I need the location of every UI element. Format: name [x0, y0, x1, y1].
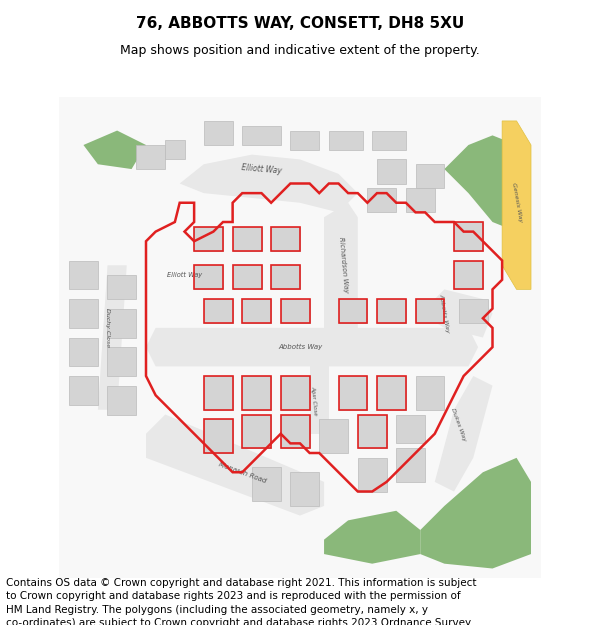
Polygon shape	[415, 376, 445, 410]
Polygon shape	[454, 261, 483, 289]
Polygon shape	[324, 202, 358, 352]
Polygon shape	[338, 376, 367, 410]
Text: Agar Close: Agar Close	[311, 385, 318, 415]
Polygon shape	[415, 164, 445, 188]
Polygon shape	[69, 299, 98, 328]
Polygon shape	[83, 131, 146, 169]
Polygon shape	[396, 448, 425, 482]
Polygon shape	[69, 261, 98, 289]
Polygon shape	[107, 275, 136, 299]
Polygon shape	[271, 265, 300, 289]
Polygon shape	[204, 121, 233, 145]
Polygon shape	[290, 472, 319, 506]
Polygon shape	[338, 299, 367, 323]
Polygon shape	[290, 131, 319, 150]
Polygon shape	[242, 299, 271, 323]
Polygon shape	[179, 154, 358, 212]
Polygon shape	[194, 227, 223, 251]
Polygon shape	[252, 468, 281, 501]
Polygon shape	[396, 414, 425, 443]
Polygon shape	[69, 376, 98, 405]
Polygon shape	[459, 299, 488, 323]
Polygon shape	[233, 227, 262, 251]
Text: Duchy Close: Duchy Close	[105, 308, 110, 348]
Text: Contains OS data © Crown copyright and database right 2021. This information is : Contains OS data © Crown copyright and d…	[6, 578, 476, 625]
Polygon shape	[107, 386, 136, 414]
Polygon shape	[367, 188, 396, 213]
Polygon shape	[204, 419, 233, 453]
Polygon shape	[281, 376, 310, 410]
Text: Map shows position and indicative extent of the property.: Map shows position and indicative extent…	[120, 44, 480, 57]
Polygon shape	[242, 414, 271, 448]
Polygon shape	[107, 347, 136, 376]
Polygon shape	[358, 414, 386, 448]
Polygon shape	[329, 131, 362, 150]
Polygon shape	[107, 309, 136, 338]
Polygon shape	[421, 458, 531, 569]
Text: Abbotts Way: Abbotts Way	[439, 293, 450, 334]
Polygon shape	[406, 188, 435, 213]
Polygon shape	[377, 299, 406, 323]
Polygon shape	[204, 376, 233, 410]
Polygon shape	[59, 97, 541, 578]
Polygon shape	[204, 299, 233, 323]
Polygon shape	[310, 366, 329, 434]
Polygon shape	[242, 126, 281, 145]
Polygon shape	[271, 227, 300, 251]
Text: Elliott Way: Elliott Way	[241, 163, 282, 175]
Polygon shape	[454, 222, 483, 251]
Text: Abbotts Way: Abbotts Way	[278, 344, 322, 350]
Polygon shape	[98, 265, 127, 410]
Text: Genesis Way: Genesis Way	[511, 182, 523, 223]
Polygon shape	[69, 338, 98, 366]
Polygon shape	[324, 511, 421, 564]
Polygon shape	[421, 289, 493, 338]
Polygon shape	[377, 376, 406, 410]
Text: Monarch Road: Monarch Road	[218, 461, 267, 484]
Polygon shape	[502, 121, 531, 289]
Polygon shape	[136, 145, 165, 169]
Polygon shape	[372, 131, 406, 150]
Polygon shape	[146, 328, 478, 366]
Polygon shape	[194, 265, 223, 289]
Polygon shape	[281, 414, 310, 448]
Text: Elliott Way: Elliott Way	[167, 272, 202, 278]
Polygon shape	[165, 140, 185, 159]
Polygon shape	[233, 265, 262, 289]
Polygon shape	[319, 419, 348, 453]
Text: 76, ABBOTTS WAY, CONSETT, DH8 5XU: 76, ABBOTTS WAY, CONSETT, DH8 5XU	[136, 16, 464, 31]
Polygon shape	[415, 299, 445, 323]
Text: Richardson Way: Richardson Way	[338, 237, 349, 294]
Polygon shape	[242, 376, 271, 410]
Polygon shape	[146, 414, 324, 516]
Text: Dukes Way: Dukes Way	[451, 407, 467, 441]
Polygon shape	[281, 299, 310, 323]
Polygon shape	[445, 136, 531, 232]
Polygon shape	[377, 159, 406, 184]
Polygon shape	[358, 458, 386, 491]
Polygon shape	[435, 376, 493, 491]
